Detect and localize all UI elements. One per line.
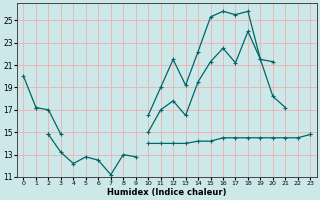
X-axis label: Humidex (Indice chaleur): Humidex (Indice chaleur) <box>107 188 227 197</box>
